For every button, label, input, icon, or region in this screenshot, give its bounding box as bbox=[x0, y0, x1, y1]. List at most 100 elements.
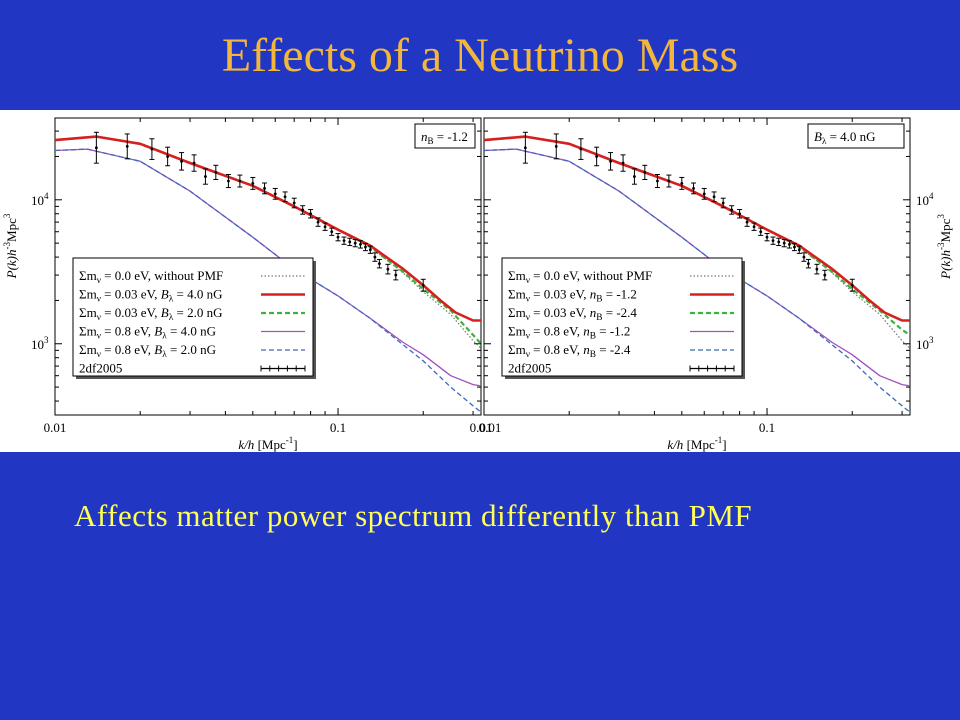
right-data-point bbox=[786, 240, 792, 249]
left-data-point bbox=[202, 168, 208, 185]
left-data-point bbox=[308, 209, 314, 219]
right-legend-swatch bbox=[689, 365, 735, 372]
left-data-point bbox=[347, 237, 353, 247]
left-legend-entry-label: 2df2005 bbox=[79, 361, 122, 376]
right-data-point bbox=[801, 252, 807, 262]
left-data-point bbox=[250, 176, 256, 190]
left-data-point bbox=[272, 187, 278, 200]
left-data-point bbox=[179, 152, 185, 171]
right-data-point bbox=[522, 131, 528, 164]
left-parameter-tag-text: nB = -1.2 bbox=[421, 129, 468, 146]
right-data-point bbox=[642, 164, 648, 180]
left-data-point bbox=[149, 138, 155, 160]
right-data-point bbox=[776, 237, 782, 247]
left-legend-swatch bbox=[260, 365, 306, 372]
left-y-tick-label: 103 bbox=[31, 335, 49, 352]
left-data-point bbox=[329, 227, 335, 236]
right-data-point bbox=[751, 222, 757, 231]
left-data-point bbox=[362, 242, 368, 252]
right-plot-frame bbox=[483, 117, 911, 416]
right-x-tick-label: 0.1 bbox=[759, 420, 775, 435]
left-series-line-1 bbox=[55, 135, 481, 322]
right-data-point bbox=[578, 138, 584, 160]
right-data-point bbox=[691, 182, 697, 195]
right-legend-entry-label: Σmν = 0.03 eV, nB = -1.2 bbox=[508, 287, 637, 305]
left-data-point bbox=[322, 222, 328, 231]
right-y-tick-label: 104 bbox=[916, 191, 934, 208]
right-data-point bbox=[744, 217, 750, 227]
slide-body-text: Affects matter power spectrum differentl… bbox=[74, 498, 753, 533]
right-x-axis-label: k/h [Mpc-1] bbox=[667, 435, 726, 452]
right-data-point bbox=[729, 205, 735, 215]
right-data-point bbox=[849, 278, 855, 292]
left-data-point bbox=[372, 252, 378, 262]
left-y-axis-label: P(k)h-3Mpc3 bbox=[2, 213, 19, 279]
left-legend-entry-label: Σmν = 0.03 eV, Bλ = 2.0 nG bbox=[79, 305, 222, 323]
chart-panel-left: 0.01 0.1 0.01 104 103 k/h [Mpc-1] nB = -1.2 Σmν… bbox=[31, 117, 493, 452]
right-data-point bbox=[679, 176, 685, 190]
left-data-point bbox=[420, 278, 426, 292]
right-parameter-tag-text: Bλ = 4.0 nG bbox=[814, 129, 876, 146]
right-data-point bbox=[666, 174, 672, 188]
left-data-point bbox=[262, 182, 268, 195]
right-y-axis-label: P(k)h-3Mpc3 bbox=[936, 214, 953, 280]
right-data-point bbox=[822, 269, 828, 281]
outer-axis-labels: P(k)h-3Mpc3 bbox=[2, 213, 19, 279]
left-y-tick-label: 104 bbox=[31, 191, 49, 208]
left-data-point bbox=[124, 133, 130, 160]
slide-title: Effects of a Neutrino Mass bbox=[221, 29, 739, 82]
left-data-point bbox=[237, 174, 243, 188]
right-legend-entry-label: Σmν = 0.8 eV, nB = -1.2 bbox=[508, 324, 630, 342]
right-data-point bbox=[720, 197, 726, 209]
left-plot-area bbox=[55, 131, 481, 413]
left-data-point bbox=[225, 174, 231, 189]
left-x-tick-label: 0.01 bbox=[470, 420, 493, 435]
right-y-tick-label: 103 bbox=[916, 335, 934, 352]
right-data-point bbox=[796, 245, 802, 254]
left-x-tick-label: 0.1 bbox=[330, 420, 346, 435]
right-data-point bbox=[711, 191, 717, 203]
right-parameter-tag: Bλ = 4.0 nG bbox=[807, 123, 905, 149]
left-x-tick-label: 0.01 bbox=[44, 420, 67, 435]
left-data-point bbox=[315, 217, 321, 227]
right-data-point bbox=[781, 238, 787, 248]
right-data-point bbox=[758, 227, 764, 236]
left-data-point bbox=[352, 238, 358, 248]
right-series-line-1 bbox=[484, 135, 910, 322]
right-data-point bbox=[654, 174, 660, 189]
right-legend-entry-label: Σmν = 0.03 eV, nB = -2.4 bbox=[508, 305, 637, 323]
right-legend-entry-label: Σmν = 0.0 eV, without PMF bbox=[508, 268, 652, 286]
right-data-point bbox=[631, 168, 637, 185]
right-legend-entry-label: 2df2005 bbox=[508, 361, 551, 376]
left-data-point bbox=[282, 191, 288, 203]
left-data-point bbox=[191, 154, 197, 172]
left-data-point bbox=[385, 263, 391, 275]
right-series-line-3 bbox=[484, 148, 910, 387]
left-series-line-2 bbox=[55, 135, 481, 345]
left-data-point bbox=[357, 240, 363, 249]
left-plot-frame bbox=[54, 117, 482, 416]
left-series-line-3 bbox=[55, 148, 481, 387]
left-data-point bbox=[213, 164, 219, 180]
left-data-point bbox=[341, 236, 347, 245]
left-data-point bbox=[165, 146, 171, 167]
left-data-point bbox=[376, 258, 382, 269]
right-data-point bbox=[791, 242, 797, 252]
right-series-line-2 bbox=[484, 135, 910, 336]
left-data-point bbox=[300, 205, 306, 215]
right-data-point bbox=[620, 154, 626, 172]
right-data-point bbox=[764, 233, 770, 242]
left-x-axis-label: k/h [Mpc-1] bbox=[238, 435, 297, 452]
left-data-point bbox=[393, 269, 399, 281]
right-data-point bbox=[814, 263, 820, 275]
left-legend-entry-label: Σmν = 0.0 eV, without PMF bbox=[79, 268, 223, 286]
power-spectrum-figure: 0.01 0.1 0.01 104 103 k/h [Mpc-1] nB = -1.2 Σmν… bbox=[0, 110, 960, 452]
left-legend-entry-label: Σmν = 0.8 eV, Bλ = 2.0 nG bbox=[79, 342, 216, 360]
right-data-point bbox=[770, 236, 776, 245]
left-data-point bbox=[291, 197, 297, 209]
left-legend: Σmν = 0.0 eV, without PMF Σmν = 0.03 eV, … bbox=[72, 257, 316, 379]
power-spectrum-charts: 0.01 0.1 0.01 104 103 k/h [Mpc-1] nB = -1.2 Σmν… bbox=[2, 117, 953, 452]
left-parameter-tag: nB = -1.2 bbox=[414, 123, 476, 149]
right-data-point bbox=[805, 258, 811, 269]
